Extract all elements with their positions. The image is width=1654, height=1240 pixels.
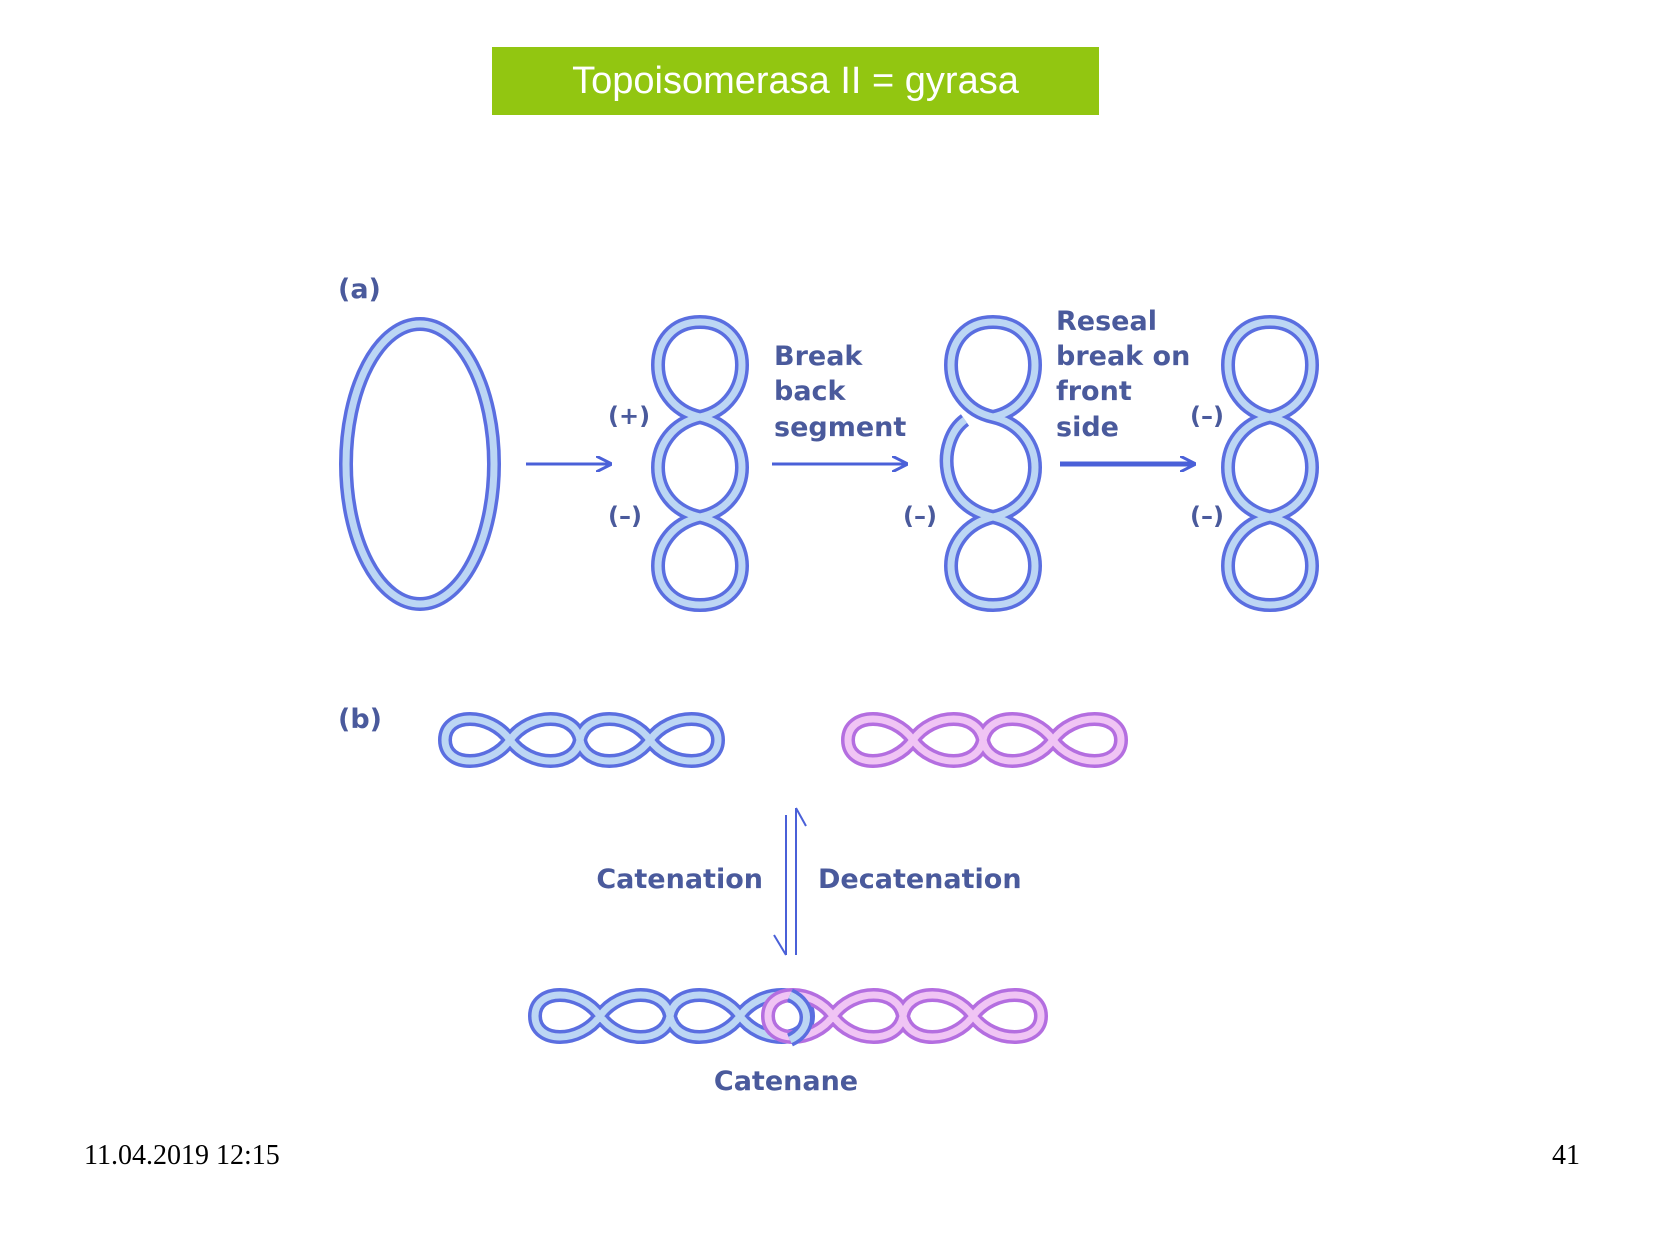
catenane-label: Catenane [714, 1066, 858, 1097]
decatenation-label: Decatenation [818, 864, 1022, 895]
sign-minus-1: (–) [608, 502, 642, 530]
step1-line2: back [774, 376, 847, 407]
panel-b-label: (b) [338, 704, 382, 735]
supercoiled-dna-1 [651, 314, 749, 613]
step1-line3: segment [774, 412, 906, 443]
broken-dna [939, 314, 1042, 613]
catenane [527, 988, 1049, 1047]
panel-a-label: (a) [338, 274, 381, 305]
slide-date: 11.04.2019 12:15 [84, 1140, 280, 1171]
sign-minus-4: (–) [1190, 502, 1224, 530]
step2-label: Reseal break on front side [1056, 306, 1200, 443]
step2-line3: front [1056, 376, 1132, 407]
page-number: 41 [1552, 1140, 1580, 1171]
blue-dna-molecule [437, 712, 726, 768]
equilibrium-arrows [773, 807, 807, 956]
step2-line2: break on [1056, 341, 1190, 372]
catenation-label: Catenation [596, 864, 763, 895]
negatively-supercoiled-dna [1221, 314, 1319, 613]
step1-line1: Break [774, 341, 863, 372]
pink-dna-molecule [840, 712, 1129, 768]
relaxed-circular-dna [339, 317, 501, 611]
step2-line1: Reseal [1056, 306, 1157, 337]
sign-minus-2: (–) [903, 502, 937, 530]
sign-minus-3: (–) [1190, 402, 1224, 430]
sign-plus: (+) [608, 402, 650, 430]
step2-line4: side [1056, 412, 1119, 443]
step1-label: Break back segment [774, 341, 906, 443]
slide-title: Topoisomerasa II = gyrasa [492, 47, 1099, 115]
